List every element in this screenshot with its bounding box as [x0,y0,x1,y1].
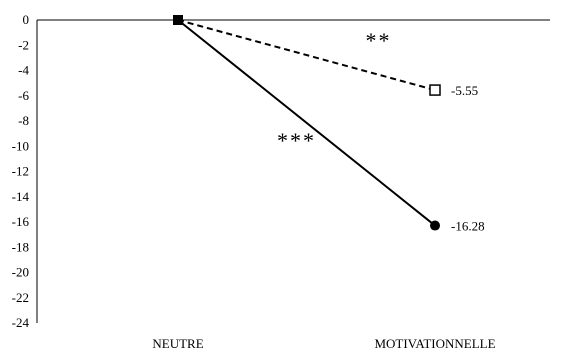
x-category-label: NEUTRE [152,336,203,351]
significance-annotation: *** [277,128,316,153]
data-point-end [430,220,440,231]
y-tick-labels: 0 -2 -4 -6 -8 -10 -12 -14 -16 -18 -20 -22 -24 [12,12,30,330]
y-tick-label: -10 [12,138,29,153]
x-category-label: MOTIVATIONNELLE [374,336,495,351]
data-point-end [429,84,441,96]
y-tick-label: -16 [12,214,30,229]
y-tick-label: -14 [12,189,30,204]
y-tick-label: -18 [12,239,29,254]
y-tick-label: 0 [23,12,30,27]
y-tick-label: -2 [18,37,29,52]
y-tick-label: -22 [12,290,29,305]
y-tick-label: -20 [12,265,29,280]
series-line [177,19,436,92]
series-2: -16.28 *** [173,15,485,234]
series-line [177,19,436,227]
series-1: -5.55 ** [173,15,478,98]
y-tick-label: -6 [18,88,29,103]
axes [36,19,550,323]
data-point-start [173,15,183,25]
y-tick-label: -12 [12,164,29,179]
y-tick-label: -8 [18,113,29,128]
data-label: -5.55 [451,83,478,98]
data-label: -16.28 [451,219,485,234]
y-tick-label: -24 [12,315,30,330]
significance-annotation: ** [366,28,392,53]
x-category-labels: NEUTRE MOTIVATIONNELLE [152,336,495,351]
y-tick-label: -4 [18,63,29,78]
series-group: -5.55 ** -16.28 *** [173,15,485,234]
